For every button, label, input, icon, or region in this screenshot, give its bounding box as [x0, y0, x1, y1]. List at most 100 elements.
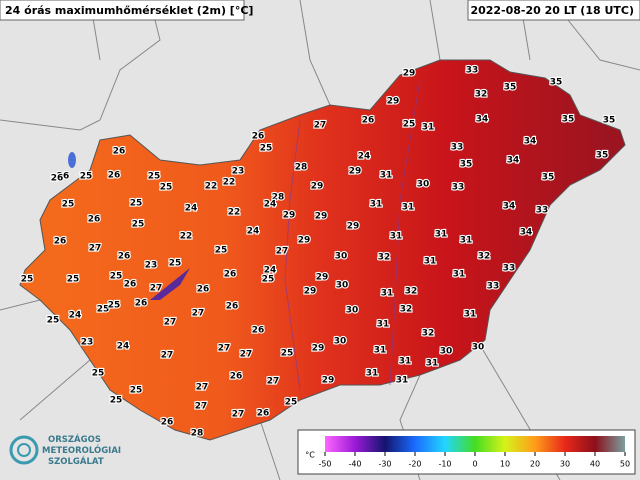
station-value: 26	[224, 270, 237, 280]
logo-line: ORSZÁGOS	[48, 433, 101, 445]
station-value: 31	[366, 369, 379, 379]
station-value: 26	[113, 147, 126, 157]
colorbar-label: 20	[530, 460, 540, 469]
lake-balaton	[150, 268, 190, 300]
station-value: 25	[47, 316, 60, 326]
colorbar-label: 30	[560, 460, 570, 469]
station-value: 33	[487, 282, 500, 292]
station-value: 25	[110, 396, 123, 406]
station-value: 31	[396, 376, 409, 386]
station-value: 25	[148, 172, 161, 182]
station-value: 25	[403, 120, 416, 130]
station-value: 32	[400, 305, 413, 315]
station-value: 24	[264, 266, 277, 276]
station-value: 34	[520, 228, 533, 238]
station-value: 31	[435, 230, 448, 240]
station-value: 29	[387, 97, 400, 107]
station-value: 27	[276, 247, 289, 257]
station-value: 31	[381, 289, 394, 299]
station-value: 28	[295, 163, 308, 173]
colorbar-label: 0	[472, 460, 477, 469]
station-value: 26	[54, 237, 67, 247]
station-value: 27	[267, 377, 280, 387]
station-value: 25	[260, 144, 273, 154]
title-box	[0, 0, 245, 21]
station-value: 35	[542, 173, 555, 183]
station-value: 31	[399, 357, 412, 367]
station-value: 26	[124, 280, 137, 290]
station-value: 22	[223, 178, 236, 188]
station-value: 32	[478, 252, 491, 262]
station-value: 24	[264, 200, 277, 210]
station-value: 34	[524, 137, 537, 147]
station-value: 35	[562, 115, 575, 125]
station-value: 25	[285, 398, 298, 408]
station-value: 27	[192, 309, 205, 319]
station-value: 27	[150, 284, 163, 294]
station-value: 24	[247, 227, 260, 237]
colorbar	[325, 436, 625, 452]
station-value: 32	[475, 90, 488, 100]
station-value: 24	[358, 152, 371, 162]
station-value: 35	[460, 160, 473, 170]
station-value: 27	[195, 402, 208, 412]
station-value: 25	[67, 275, 80, 285]
station-value: 31	[424, 257, 437, 267]
station-value: 35	[603, 116, 616, 126]
station-value: 26	[197, 285, 210, 295]
station-value: 26	[252, 326, 265, 336]
station-value: 31	[422, 123, 435, 133]
station-value: 23	[81, 338, 94, 348]
station-value: 30	[336, 281, 349, 291]
station-value: 29	[315, 212, 328, 222]
station-value: 34	[503, 202, 516, 212]
station-value: 28	[272, 193, 285, 203]
station-value: 28	[191, 429, 204, 439]
station-value: 33	[536, 206, 549, 216]
hungary	[19, 59, 626, 441]
station-value: 34	[476, 115, 489, 125]
station-value: 25	[97, 305, 110, 315]
station-value: 32	[378, 253, 391, 263]
station-value: 27	[161, 351, 174, 361]
station-value: 25	[130, 199, 143, 209]
station-value: 29	[316, 273, 329, 283]
station-value: 31	[426, 359, 439, 369]
station-value: 31	[377, 320, 390, 330]
colorbar-label: 10	[500, 460, 510, 469]
station-value: 31	[380, 171, 393, 181]
station-value: 26	[230, 372, 243, 382]
station-value: 25	[21, 275, 34, 285]
station-value: 25	[262, 275, 275, 285]
timestamp: 2022-08-20 20 LT (18 UTC)	[470, 4, 634, 17]
station-value: 32	[405, 287, 418, 297]
colorbar-label: -40	[348, 460, 361, 469]
station-value: 31	[453, 270, 466, 280]
station-value: 29	[322, 376, 335, 386]
legend-unit: °C	[305, 451, 315, 460]
station-value: 29	[283, 211, 296, 221]
station-value: 24	[117, 342, 130, 352]
station-value: 25	[169, 259, 182, 269]
station-value: 30	[334, 337, 347, 347]
station-value: 30	[440, 347, 453, 357]
station-value: 25	[92, 369, 105, 379]
station-value: 25	[215, 246, 228, 256]
colorbar-label: -20	[408, 460, 421, 469]
station-value: 27	[240, 350, 253, 360]
station-value: 25	[160, 183, 173, 193]
station-value: 34	[507, 156, 520, 166]
station-value: 30	[346, 306, 359, 316]
station-value: 29	[403, 69, 416, 79]
station-value: 27	[314, 121, 327, 131]
station-value: 22	[180, 232, 193, 242]
colorbar-label: -50	[318, 460, 331, 469]
station-value: 26	[118, 252, 131, 262]
station-value: 29	[347, 222, 360, 232]
station-value: 35	[596, 151, 609, 161]
station-value: 27	[232, 410, 245, 420]
station-value: 27	[196, 383, 209, 393]
station-value: 35	[550, 78, 563, 88]
